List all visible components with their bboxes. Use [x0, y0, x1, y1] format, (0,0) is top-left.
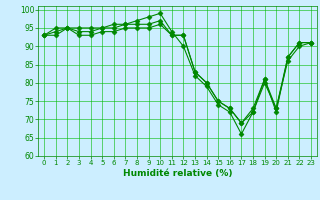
X-axis label: Humidité relative (%): Humidité relative (%): [123, 169, 232, 178]
